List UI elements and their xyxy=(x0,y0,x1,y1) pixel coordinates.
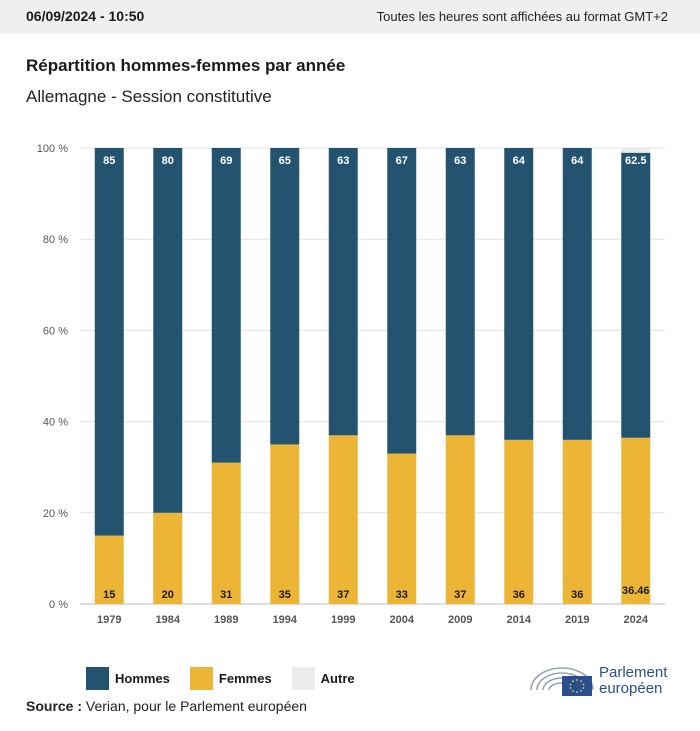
source-text: Verian, pour le Parlement européen xyxy=(85,698,307,714)
bar-hommes-1994 xyxy=(270,148,300,445)
y-tick-label: 0 % xyxy=(49,599,68,611)
data-label-femmes-1994: 35 xyxy=(279,589,291,601)
logo-text: Parlement européen xyxy=(599,665,667,697)
legend-item-autre[interactable]: Autre xyxy=(291,667,355,690)
x-tick-label: 1984 xyxy=(156,614,181,626)
stacked-bar-chart: 0 % 20 % 40 % 60 % 80 % 100 % 15 85 1979 20 80 1984… xyxy=(37,143,665,626)
y-tick-label: 60 % xyxy=(43,325,68,337)
legend-swatch-femmes xyxy=(189,667,213,690)
data-label-femmes-1984: 20 xyxy=(162,589,174,601)
data-label-femmes-2024: 36.46 xyxy=(622,585,650,597)
data-label-hommes-1999: 63 xyxy=(337,155,349,167)
x-tick-label: 2019 xyxy=(565,614,589,626)
legend-label-autre: Autre xyxy=(320,671,355,686)
parliament-hemicycle-icon xyxy=(530,667,594,696)
data-label-hommes-2019: 64 xyxy=(571,155,584,167)
bar-femmes-1979 xyxy=(94,535,124,604)
parliament-logo[interactable]: Parlement européen xyxy=(528,660,678,700)
data-label-femmes-2004: 33 xyxy=(396,589,408,601)
data-label-hommes-1984: 80 xyxy=(162,155,174,167)
bar-femmes-2004 xyxy=(387,453,417,604)
data-label-hommes-2024: 62.5 xyxy=(625,155,646,167)
data-label-femmes-2014: 36 xyxy=(513,589,525,601)
bar-femmes-2009 xyxy=(445,435,475,604)
bar-autre-2024 xyxy=(621,148,651,153)
legend-item-hommes[interactable]: Hommes xyxy=(86,667,170,690)
data-label-hommes-2009: 63 xyxy=(454,155,466,167)
data-label-femmes-1989: 31 xyxy=(220,589,232,601)
y-tick-label: 20 % xyxy=(43,508,68,520)
y-tick-label: 40 % xyxy=(43,417,68,429)
x-tick-label: 1989 xyxy=(214,614,238,626)
bar-hommes-2009 xyxy=(445,148,475,436)
x-tick-label: 2004 xyxy=(390,614,415,626)
timezone-note: Toutes les heures sont affichées au form… xyxy=(376,9,668,24)
top-bar: 06/09/2024 - 10:50 Toutes les heures son… xyxy=(0,0,700,34)
y-tick-label: 80 % xyxy=(43,234,68,246)
x-tick-label: 2014 xyxy=(507,614,532,626)
bar-hommes-2024 xyxy=(621,152,651,438)
y-tick-label: 100 % xyxy=(37,143,68,155)
data-label-femmes-1999: 37 xyxy=(337,589,349,601)
legend-swatch-autre xyxy=(291,667,315,690)
data-label-femmes-2019: 36 xyxy=(571,589,583,601)
source-note: Source : Verian, pour le Parlement europ… xyxy=(26,698,307,714)
x-tick-label: 1999 xyxy=(331,614,355,626)
x-tick-label: 1979 xyxy=(97,614,121,626)
bar-femmes-2019 xyxy=(562,439,592,604)
logo-line-2: européen xyxy=(599,680,663,697)
legend-label-femmes: Femmes xyxy=(218,671,272,686)
bar-femmes-2014 xyxy=(504,439,534,604)
legend-label-hommes: Hommes xyxy=(115,671,170,686)
x-tick-label: 1994 xyxy=(273,614,298,626)
legend: Hommes Femmes Autre xyxy=(86,667,375,690)
chart-title: Répartition hommes-femmes par année xyxy=(26,56,346,75)
bar-femmes-1989 xyxy=(211,462,241,604)
data-label-femmes-1979: 15 xyxy=(103,589,115,601)
bar-hommes-1989 xyxy=(211,148,241,463)
bar-femmes-1999 xyxy=(328,435,358,604)
bar-hommes-1979 xyxy=(94,148,124,536)
bar-hommes-1984 xyxy=(153,148,183,513)
bar-femmes-1984 xyxy=(153,512,183,604)
bar-hommes-2014 xyxy=(504,148,534,440)
chart-subtitle: Allemagne - Session constitutive xyxy=(26,87,272,106)
datetime: 06/09/2024 - 10:50 xyxy=(26,8,145,24)
x-tick-label: 2024 xyxy=(624,614,649,626)
data-label-hommes-1979: 85 xyxy=(103,155,115,167)
legend-item-femmes[interactable]: Femmes xyxy=(189,667,272,690)
data-label-femmes-2009: 37 xyxy=(454,589,466,601)
data-label-hommes-2004: 67 xyxy=(396,155,408,167)
data-label-hommes-1994: 65 xyxy=(279,155,291,167)
bar-femmes-2024 xyxy=(621,437,651,604)
legend-swatch-hommes xyxy=(86,667,109,690)
data-label-hommes-2014: 64 xyxy=(513,155,526,167)
logo-line-1: Parlement xyxy=(599,664,668,681)
bar-femmes-1994 xyxy=(270,444,300,604)
source-label: Source : xyxy=(26,698,83,714)
bar-hommes-2019 xyxy=(562,148,592,440)
x-tick-label: 2009 xyxy=(448,614,472,626)
bar-hommes-1999 xyxy=(328,148,358,436)
data-label-hommes-1989: 69 xyxy=(220,155,232,167)
bar-hommes-2004 xyxy=(387,148,417,454)
